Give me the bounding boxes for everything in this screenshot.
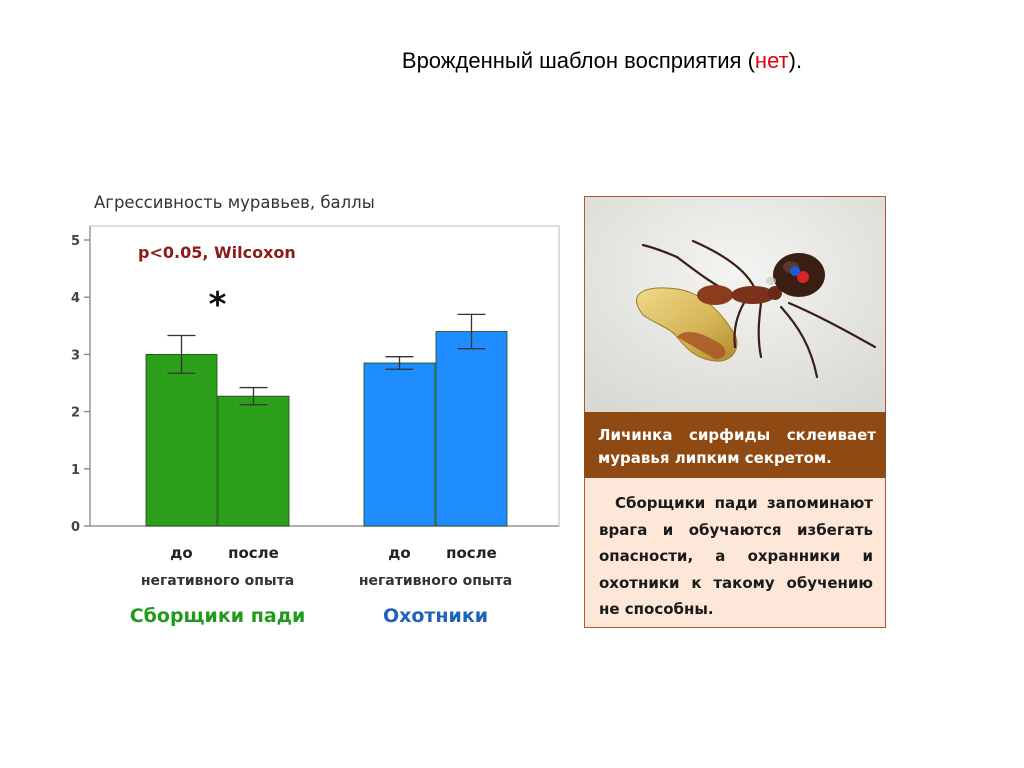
slide-title: Врожденный шаблон восприятия (нет).: [0, 48, 1024, 74]
bars: *: [145, 285, 508, 527]
y-tick-label: 5: [71, 234, 80, 249]
group-name: Охотники: [383, 605, 488, 627]
category-label: до: [388, 544, 410, 562]
group-subtitle: негативного опыта: [141, 573, 294, 589]
significance-marker: *: [209, 285, 227, 325]
bar: [217, 395, 290, 527]
x-labels: до после негативного опыта Сборщики пади до п…: [130, 544, 512, 627]
bar: [145, 353, 218, 527]
category-label: до: [170, 544, 192, 562]
chart-title: Агрессивность муравьев, баллы: [94, 193, 375, 212]
bar: [435, 331, 508, 527]
bar: [363, 362, 436, 527]
photo-caption: Личинка сирфиды склеивает муравья липким…: [584, 412, 886, 478]
bar-chart: Агрессивность муравьев, баллы p<0.05, Wi…: [71, 193, 560, 627]
chart-annotation: p<0.05, Wilcoxon: [138, 243, 296, 262]
slide-title-accent: нет: [754, 48, 789, 73]
y-tick-label: 4: [71, 291, 80, 306]
y-tick-label: 3: [71, 348, 80, 363]
y-ticks: 0 1 2 3 4 5: [71, 234, 90, 535]
slide-title-end: ).: [788, 48, 803, 73]
y-tick-label: 1: [71, 463, 80, 478]
group-subtitle: негативного опыта: [359, 573, 512, 589]
category-label: после: [446, 544, 497, 562]
category-label: после: [228, 544, 279, 562]
y-tick-label: 2: [71, 406, 80, 421]
y-tick-label: 0: [71, 520, 80, 535]
info-text: Сборщики пади запоминают врага и обучают…: [585, 478, 885, 627]
group-name: Сборщики пади: [130, 605, 306, 627]
ant-larva-photo: [585, 197, 885, 413]
slide-title-main: Врожденный шаблон восприятия (: [401, 48, 755, 73]
